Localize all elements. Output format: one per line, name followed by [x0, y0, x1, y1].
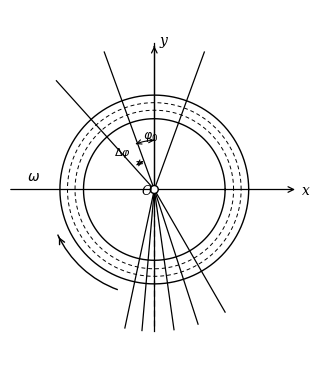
- Text: y: y: [160, 34, 168, 48]
- Text: $\varphi_0$: $\varphi_0$: [143, 130, 158, 144]
- Text: x: x: [302, 184, 310, 198]
- Text: $\omega$: $\omega$: [27, 170, 40, 184]
- Text: O: O: [142, 185, 152, 198]
- Text: $\Delta\varphi$: $\Delta\varphi$: [114, 146, 131, 160]
- Circle shape: [150, 186, 158, 193]
